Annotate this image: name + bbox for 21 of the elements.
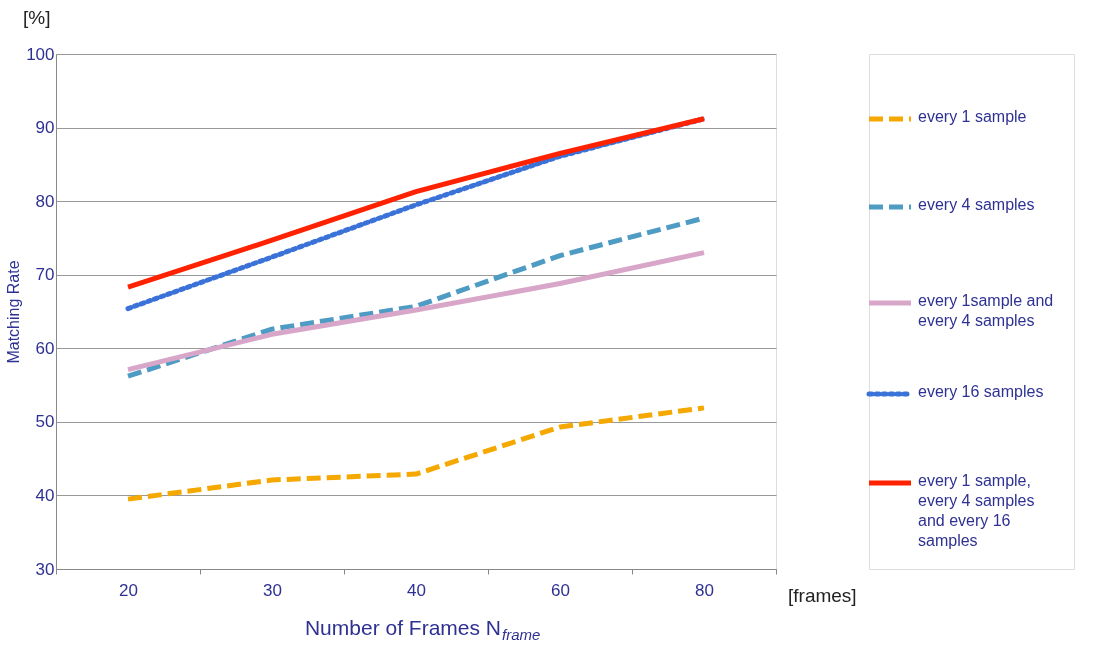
x-tick-label: 20 xyxy=(119,580,138,600)
y-tick-label: 30 xyxy=(35,559,55,579)
legend-label: every 1 sample, every 4 samples and every 16 samples xyxy=(918,472,1035,549)
y-tick-label: 100 xyxy=(26,44,55,64)
text: [%] xyxy=(23,7,51,28)
legend-label: every 4 samples xyxy=(918,196,1035,213)
y-tick-label: 80 xyxy=(35,191,55,211)
x-tick-label: 60 xyxy=(551,580,570,600)
y-axis-title: Matching Rate xyxy=(5,260,23,364)
legend-label: every 16 samples xyxy=(918,383,1044,400)
legend-label: every 1sample and every 4 samples xyxy=(918,292,1054,329)
legend-label: every 1 sample xyxy=(918,108,1027,125)
x-tick-label: 30 xyxy=(263,580,282,600)
y-tick-label: 40 xyxy=(35,485,55,505)
x-tick-label: 40 xyxy=(407,580,426,600)
y-tick-label: 70 xyxy=(35,265,55,285)
y-tick-label: 60 xyxy=(35,338,55,358)
text: [frames] xyxy=(788,585,857,606)
y-tick-label: 50 xyxy=(35,412,55,432)
x-tick-label: 80 xyxy=(695,580,714,600)
y-tick-label: 90 xyxy=(35,118,55,138)
